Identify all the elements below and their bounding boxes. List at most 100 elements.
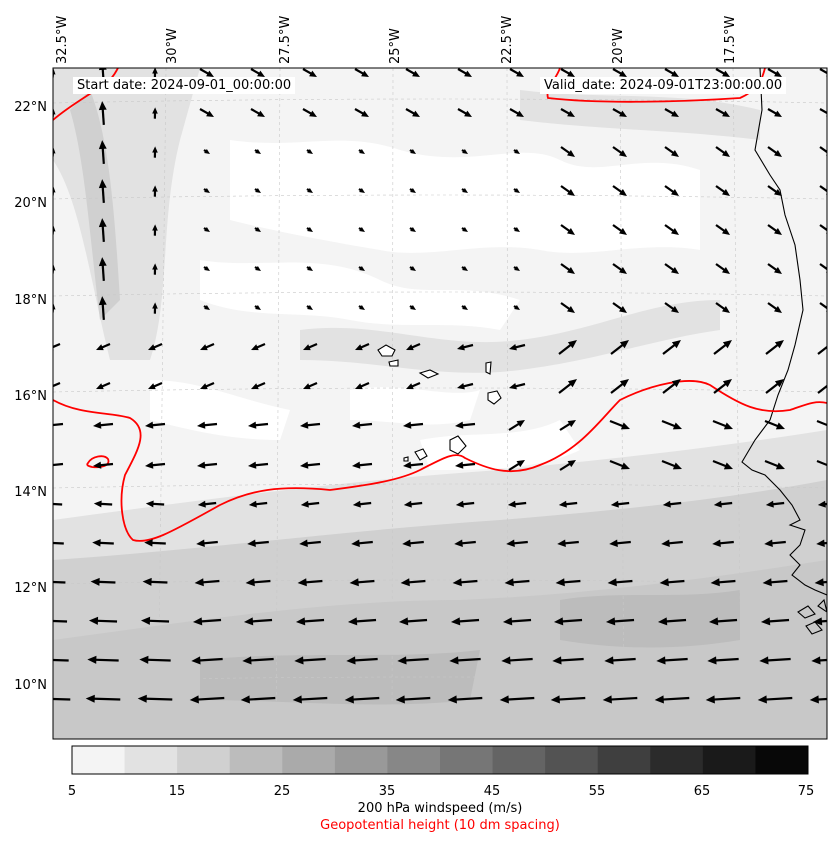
wind-vector-head	[514, 148, 520, 154]
wind-vector-field	[36, 68, 837, 704]
wind-vector-shaft	[660, 696, 690, 701]
colorbar-tick: 45	[484, 784, 501, 799]
start-date-label: Start date: 2024-09-01_00:00:00	[73, 77, 296, 94]
wind-vector-head	[355, 344, 363, 351]
wind-vector-head	[671, 379, 681, 388]
wind-vector-head	[255, 187, 261, 193]
wind-vector-head	[604, 656, 614, 665]
wind-vector-head	[671, 70, 679, 77]
wind-vector-head	[817, 500, 826, 508]
wind-vector-shaft	[53, 658, 69, 662]
wind-vector-head	[671, 110, 679, 117]
wind-vector-head	[656, 656, 666, 665]
wind-vector-shaft	[818, 619, 827, 623]
wind-vector-head	[98, 218, 107, 228]
wind-vector-head	[826, 342, 827, 343]
wind-vector-head	[98, 257, 107, 267]
wind-vector-head	[760, 617, 771, 626]
wind-vector-head	[670, 149, 679, 157]
wind-vector-head	[558, 500, 567, 508]
wind-vector-head	[450, 617, 461, 626]
wind-vector-head	[402, 539, 411, 547]
colorbar-segment	[545, 746, 599, 774]
wind-vector-head	[516, 110, 524, 117]
lat-label: 10°N	[14, 678, 47, 693]
wind-vector-head	[36, 695, 45, 703]
colorbar-segment	[440, 746, 494, 774]
colorbar-tick: 75	[798, 784, 815, 799]
wind-vector-head	[774, 379, 784, 388]
wind-vector-head	[447, 695, 457, 704]
wind-vector-head	[828, 422, 837, 429]
colorbar-tick: 15	[169, 784, 186, 799]
wind-vector-head	[462, 187, 468, 193]
wind-vector-shaft	[819, 108, 827, 115]
wind-vector-head	[661, 539, 670, 547]
colorbar-tick: 25	[274, 784, 291, 799]
wind-vector-head	[610, 500, 619, 508]
colorbar-tick: 35	[379, 784, 396, 799]
wind-vector-head	[507, 500, 516, 508]
wind-vector-head	[464, 70, 472, 77]
wind-vector-head	[773, 305, 782, 313]
wind-vector-shaft	[819, 68, 827, 75]
wind-vector-head	[773, 149, 782, 157]
wind-vector-head	[618, 149, 627, 157]
wind-vector-head	[359, 148, 365, 154]
wind-vector-head	[457, 344, 465, 351]
wind-vector-head	[53, 108, 56, 115]
lon-label: 30°W	[165, 28, 180, 64]
wind-vector-head	[773, 227, 782, 235]
wind-vector-head	[722, 340, 732, 349]
wind-vector-head	[53, 186, 56, 193]
lat-label: 18°N	[14, 293, 47, 308]
wind-vector-head	[309, 70, 317, 77]
wind-vector-head	[811, 656, 821, 665]
wind-vector-head	[88, 616, 99, 625]
wind-vector-head	[300, 461, 309, 469]
wind-vector-shaft	[505, 696, 535, 701]
wind-vector-shaft	[608, 696, 638, 701]
wind-vector-head	[96, 344, 104, 351]
wind-vector-shaft	[53, 541, 64, 545]
wind-vector-head	[609, 539, 618, 547]
wind-vector-shaft	[299, 657, 326, 662]
wind-vector-head	[514, 304, 520, 310]
wind-vector-head	[618, 305, 627, 313]
wind-vector-head	[297, 578, 307, 587]
wind-vector-head	[814, 578, 824, 587]
wind-vector-head	[200, 383, 208, 390]
wind-vector-head	[455, 461, 464, 469]
wind-vector-head	[462, 226, 468, 232]
wind-vector-head	[619, 70, 627, 77]
colorbar-frame	[71, 745, 809, 775]
wind-vector-head	[93, 500, 102, 508]
wind-vector-head	[145, 500, 154, 508]
wind-vector-head	[464, 110, 472, 117]
wind-vector-head	[39, 617, 48, 625]
colorbar	[71, 745, 809, 775]
wind-vector-head	[403, 500, 412, 508]
wind-vector-head	[152, 107, 158, 114]
wind-vector-shaft	[816, 459, 827, 467]
colorbar-tick: 65	[694, 784, 711, 799]
wind-vector-head	[242, 656, 252, 665]
wind-vector-head	[506, 539, 515, 547]
wind-vector-head	[240, 695, 250, 704]
wind-vector-shaft	[714, 618, 738, 623]
wind-vector-head	[602, 695, 612, 704]
wind-vector-head	[98, 179, 107, 189]
wind-vector-shaft	[763, 696, 793, 701]
wind-vector-head	[347, 617, 358, 626]
wind-vector-head	[619, 340, 629, 349]
wind-vector-head	[292, 695, 302, 704]
wind-vector-shaft	[196, 657, 223, 662]
wind-vector-head	[671, 340, 681, 349]
wind-vector-head	[412, 110, 420, 117]
wind-vector-head	[307, 304, 313, 310]
wind-vector-head	[566, 266, 575, 274]
wind-vector-shaft	[559, 618, 583, 623]
colorbar-segment	[597, 746, 651, 774]
wind-vector-shaft	[712, 657, 739, 662]
wind-vector-head	[722, 70, 730, 77]
